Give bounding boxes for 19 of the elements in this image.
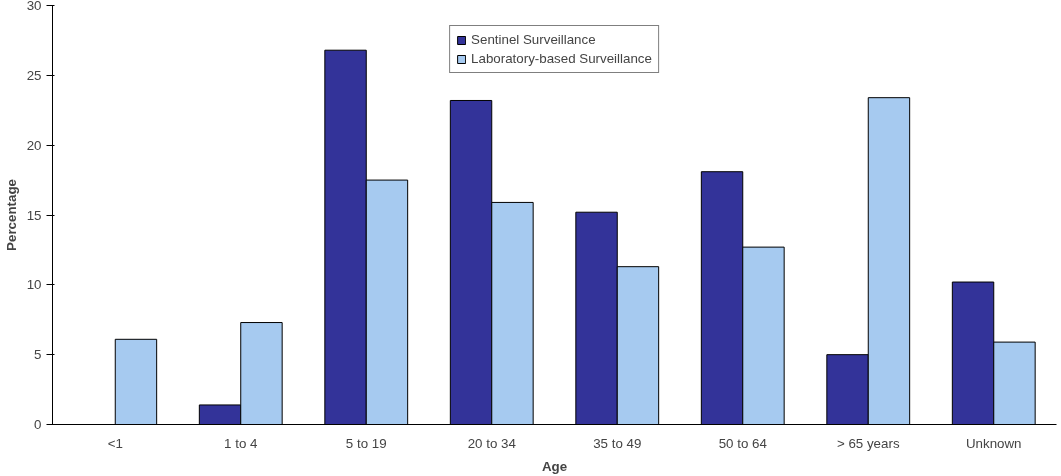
x-tick-label: 20 to 34: [467, 435, 517, 451]
legend-label: Sentinel Surveillance: [471, 32, 596, 47]
x-axis-title: Age: [541, 458, 568, 474]
x-tick-label: Unknown: [965, 435, 1022, 451]
x-tick-label: 35 to 49: [593, 435, 642, 451]
y-tick-label: 20: [26, 137, 42, 153]
legend-label: Laboratory-based Surveillance: [471, 51, 652, 66]
y-tick-label: 0: [34, 417, 42, 432]
y-tick-label: 5: [34, 347, 42, 363]
x-tick-label: <1: [107, 435, 123, 451]
x-tick-label: 1 to 4: [224, 435, 259, 451]
y-tick-label: 25: [26, 67, 42, 83]
x-tick-label: > 65 years: [836, 435, 900, 451]
y-tick-label: 15: [26, 207, 42, 223]
x-tick-label: 5 to 19: [345, 435, 387, 451]
x-tick-label: 50 to 64: [718, 435, 768, 451]
y-tick-label: 30: [26, 0, 42, 13]
y-axis-title: Percentage: [3, 179, 19, 251]
y-tick-label: 10: [26, 277, 42, 293]
